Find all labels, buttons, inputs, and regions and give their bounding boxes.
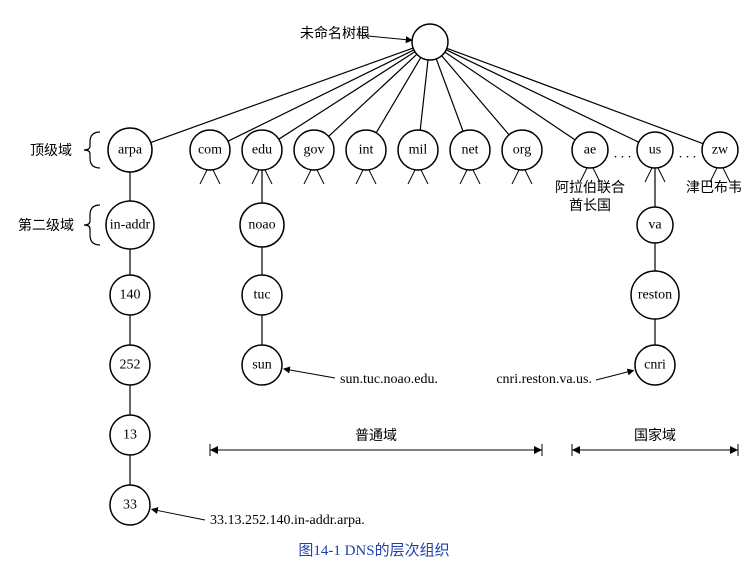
edge-root-us xyxy=(446,50,639,142)
node-label-gov: gov xyxy=(304,143,325,158)
dns-tree-diagram: arpa com edu gov int mil net org ae us zw in-addr no… xyxy=(0,0,748,575)
stub-ae-r xyxy=(593,168,600,182)
node-label-inaddr: in-addr xyxy=(110,218,151,233)
stub-us-l xyxy=(645,168,652,182)
inaddr-fqdn: 33.13.252.140.in-addr.arpa. xyxy=(210,513,365,528)
node-label-zw: zw xyxy=(712,143,729,158)
node-edu: edu xyxy=(242,130,282,170)
stub-gov-r xyxy=(317,170,324,184)
node-cnri: cnri xyxy=(635,345,675,385)
cnri-arrow xyxy=(596,370,634,380)
node-int: int xyxy=(346,130,386,170)
node-sun: sun xyxy=(242,345,282,385)
node-root xyxy=(412,24,448,60)
edge-root-net xyxy=(436,59,463,131)
edge-root-arpa xyxy=(151,48,413,142)
node-label-arpa: arpa xyxy=(118,143,143,158)
stub-net-r xyxy=(473,170,480,184)
stub-org-r xyxy=(525,170,532,184)
stub-edu-l xyxy=(252,170,259,184)
top-domain-label: 顶级域 xyxy=(30,143,72,159)
node-label-edu: edu xyxy=(252,143,272,158)
ellipsis-2: . . . xyxy=(679,147,697,162)
node-label-n252: 252 xyxy=(120,358,141,373)
node-label-cnri: cnri xyxy=(644,358,666,373)
node-inaddr: in-addr xyxy=(106,201,154,249)
inaddr-arrow xyxy=(152,509,205,520)
node-label-n33: 33 xyxy=(123,498,137,513)
cnri-fqdn: cnri.reston.va.us. xyxy=(496,372,592,387)
node-n140: 140 xyxy=(110,275,150,315)
stub-int-r xyxy=(369,170,376,184)
node-label-ae: ae xyxy=(584,143,596,158)
brace-second xyxy=(84,205,100,245)
node-label-mil: mil xyxy=(409,143,428,158)
edges xyxy=(130,48,703,485)
node-gov: gov xyxy=(294,130,334,170)
node-va: va xyxy=(637,207,673,243)
edge-root-gov xyxy=(329,54,417,136)
node-mil: mil xyxy=(398,130,438,170)
node-label-n140: 140 xyxy=(120,288,141,303)
figure-caption: 图14-1 DNS的层次组织 xyxy=(298,542,449,559)
root-label: 未命名树根 xyxy=(300,25,370,42)
stub-mil-l xyxy=(408,170,415,184)
node-label-us: us xyxy=(649,143,661,158)
node-label-n13: 13 xyxy=(123,428,137,443)
edge-root-com xyxy=(228,50,414,141)
node-label-net: net xyxy=(461,143,478,158)
node-label-com: com xyxy=(198,143,222,158)
ae-note-1: 阿拉伯联合 xyxy=(555,180,625,196)
zw-note: 津巴布韦 xyxy=(686,180,742,196)
node-label-reston: reston xyxy=(638,288,672,303)
stub-edges xyxy=(200,168,730,184)
node-zw: zw xyxy=(702,132,738,168)
node-label-int: int xyxy=(359,143,374,158)
node-n13: 13 xyxy=(110,415,150,455)
node-ae: ae xyxy=(572,132,608,168)
generic-zone-bar-label: 普通域 xyxy=(355,428,397,444)
edge-root-mil xyxy=(420,60,428,130)
stub-mil-r xyxy=(421,170,428,184)
stub-int-l xyxy=(356,170,363,184)
node-label-sun: sun xyxy=(252,358,271,373)
sun-fqdn: sun.tuc.noao.edu. xyxy=(340,372,438,387)
node-us: us xyxy=(637,132,673,168)
stub-us-r xyxy=(658,168,665,182)
stub-org-l xyxy=(512,170,519,184)
edge-root-edu xyxy=(279,52,415,139)
node-label-org: org xyxy=(513,143,531,158)
node-n33: 33 xyxy=(110,485,150,525)
sun-arrow xyxy=(284,369,335,378)
node-com: com xyxy=(190,130,230,170)
stub-zw-l xyxy=(710,168,717,182)
brace-top xyxy=(84,132,100,168)
stub-com-l xyxy=(200,170,207,184)
node-noao: noao xyxy=(240,203,284,247)
node-reston: reston xyxy=(631,271,679,319)
stub-gov-l xyxy=(304,170,311,184)
country-zone-bar-label: 国家域 xyxy=(634,427,676,444)
node-label-va: va xyxy=(648,218,662,233)
stub-ae-l xyxy=(580,168,587,182)
node-net: net xyxy=(450,130,490,170)
stub-zw-r xyxy=(723,168,730,182)
stub-edu-r xyxy=(265,170,272,184)
node-n252: 252 xyxy=(110,345,150,385)
ae-note-2: 酋长国 xyxy=(569,197,611,214)
node-org: org xyxy=(502,130,542,170)
edge-root-zw xyxy=(447,48,703,143)
edge-root-ae xyxy=(445,52,575,140)
node-label-tuc: tuc xyxy=(253,288,270,303)
node-label-noao: noao xyxy=(248,218,275,233)
edge-root-int xyxy=(376,57,421,132)
stub-net-l xyxy=(460,170,467,184)
node-tuc: tuc xyxy=(242,275,282,315)
ellipsis-1: . . . xyxy=(614,147,632,162)
second-domain-label: 第二级域 xyxy=(18,217,74,234)
node-arpa: arpa xyxy=(108,128,152,172)
stub-com-r xyxy=(213,170,220,184)
